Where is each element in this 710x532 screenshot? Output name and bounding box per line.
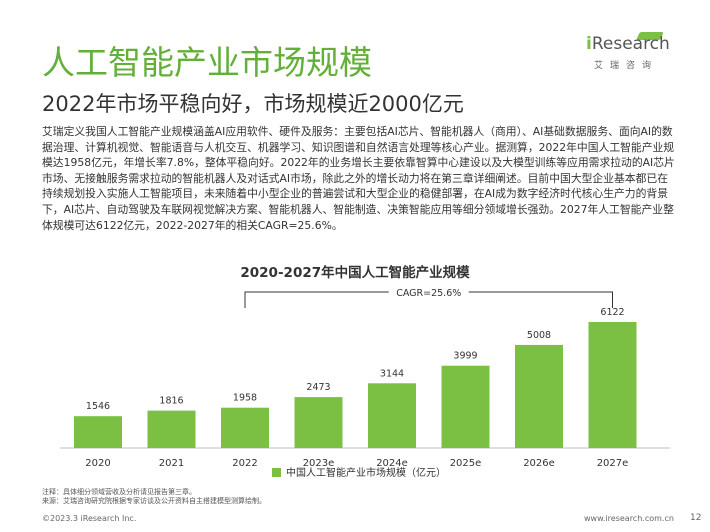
x-tick-label: 2020 <box>85 458 110 469</box>
bar-value-label: 3999 <box>453 351 477 362</box>
x-tick-label: 2021 <box>159 458 184 469</box>
footer-url: www.iresearch.com.cn <box>584 514 674 523</box>
x-tick-label: 2025e <box>450 458 482 469</box>
chart-notes: 注释：具体细分领域营收及分析请见报告第三章。 来源：艾瑞咨询研究院根据专家访谈及… <box>42 488 266 506</box>
x-tick-label: 2022 <box>232 458 257 469</box>
x-tick-label: 2024e <box>376 458 408 469</box>
bar-value-label: 1546 <box>86 401 110 412</box>
note-line-2: 来源：艾瑞咨询研究院根据专家访谈及公开资料自主搭建模型测算绘制。 <box>42 497 266 505</box>
page-subtitle: 2022年市场平稳向好，市场规模近2000亿元 <box>42 92 464 116</box>
legend-label: 中国人工智能产业市场规模（亿元） <box>286 466 446 479</box>
x-tick-label: 2027e <box>597 458 629 469</box>
description-paragraph: 艾瑞定义我国人工智能产业规模涵盖AI应用软件、硬件及服务：主要包括AI芯片、智能… <box>42 125 675 232</box>
logo-tagline: 艾瑞咨询 <box>594 61 659 71</box>
bar-chart: 1546 2020 1816 2021 1958 2022 2473 2023e 3144 202… <box>60 285 670 479</box>
bar-value-label: 1816 <box>159 396 183 407</box>
bar <box>368 383 416 448</box>
cagr-label-bg <box>388 285 469 299</box>
legend-swatch <box>272 468 281 477</box>
x-tick-label: 2023e <box>303 458 335 469</box>
bar <box>515 344 563 448</box>
bar-value-label: 5008 <box>527 330 551 341</box>
cagr-annotation: CAGR=25.6% <box>396 288 461 299</box>
bar <box>221 407 269 448</box>
bar <box>74 416 122 448</box>
bar-value-label: 2473 <box>306 382 330 393</box>
bar <box>294 397 343 448</box>
bar-value-label: 3144 <box>380 368 404 379</box>
bar-value-label: 6122 <box>600 307 624 318</box>
page-number: 12 <box>690 513 702 523</box>
bar-value-label: 1958 <box>233 393 257 404</box>
chart-title: 2020-2027年中国人工智能产业规模 <box>240 265 470 281</box>
bar <box>441 365 490 448</box>
page-title: 人工智能产业市场规模 <box>42 43 372 82</box>
logo-wordmark: iResearch <box>586 34 670 54</box>
note-line-1: 注释：具体细分领域营收及分析请见报告第三章。 <box>42 488 196 496</box>
bar <box>588 322 637 448</box>
footer-copyright: ©2023.3 iResearch Inc. <box>42 514 137 523</box>
iresearch-logo: iResearch 艾瑞咨询 <box>586 32 682 82</box>
bar <box>147 410 196 448</box>
x-tick-label: 2026e <box>523 458 555 469</box>
